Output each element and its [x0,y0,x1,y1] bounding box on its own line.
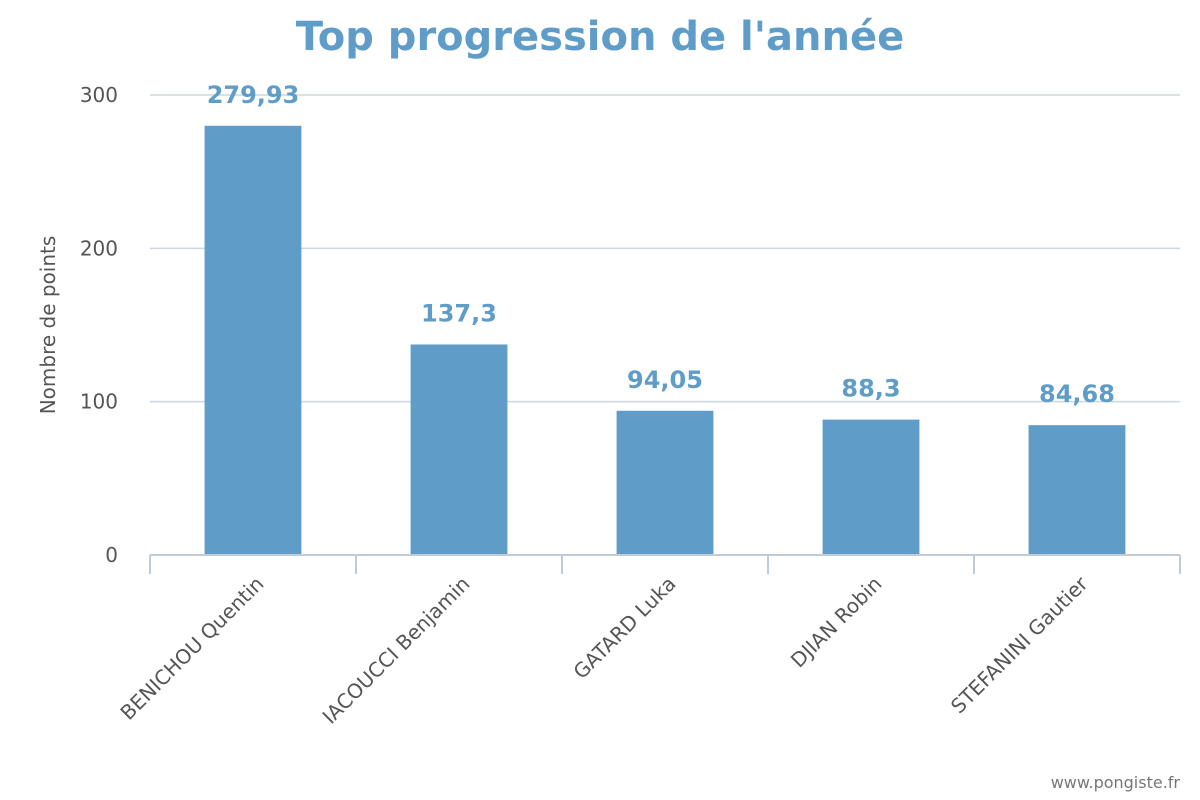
y-tick-label: 300 [80,83,118,107]
bar [616,410,714,555]
data-label: 84,68 [1039,380,1115,408]
x-tick-label: BENICHOU Quentin [115,572,268,725]
x-tick-label: IACOUCCI Benjamin [318,572,475,729]
y-tick-label: 200 [80,236,118,260]
credit-text[interactable]: www.pongiste.fr [1051,773,1181,792]
x-tick-label: STEFANINI Gautier [946,571,1093,718]
y-axis-label: Nombre de points [36,236,60,415]
bar [1028,425,1126,555]
x-tick-label: GATARD Luka [568,572,680,684]
data-labels: 279,93 137,3 94,05 88,3 84,68 [207,81,1115,408]
data-label: 137,3 [421,299,497,327]
bar [822,419,920,555]
x-axis-categories: BENICHOU Quentin IACOUCCI Benjamin GATARD … [115,571,1093,729]
y-tick-label: 0 [105,543,118,567]
gridlines [150,94,1180,403]
bars [204,125,1126,556]
x-tick-label: DJIAN Robin [786,572,887,673]
x-axis [149,554,1181,574]
y-axis-ticks: 0 100 200 300 [80,83,118,567]
bar [204,125,302,556]
y-tick-label: 100 [80,390,118,414]
data-label: 88,3 [841,375,900,403]
data-label: 279,93 [207,81,300,109]
data-label: 94,05 [627,366,703,394]
chart-title: Top progression de l'année [296,14,904,60]
bar [410,344,508,555]
